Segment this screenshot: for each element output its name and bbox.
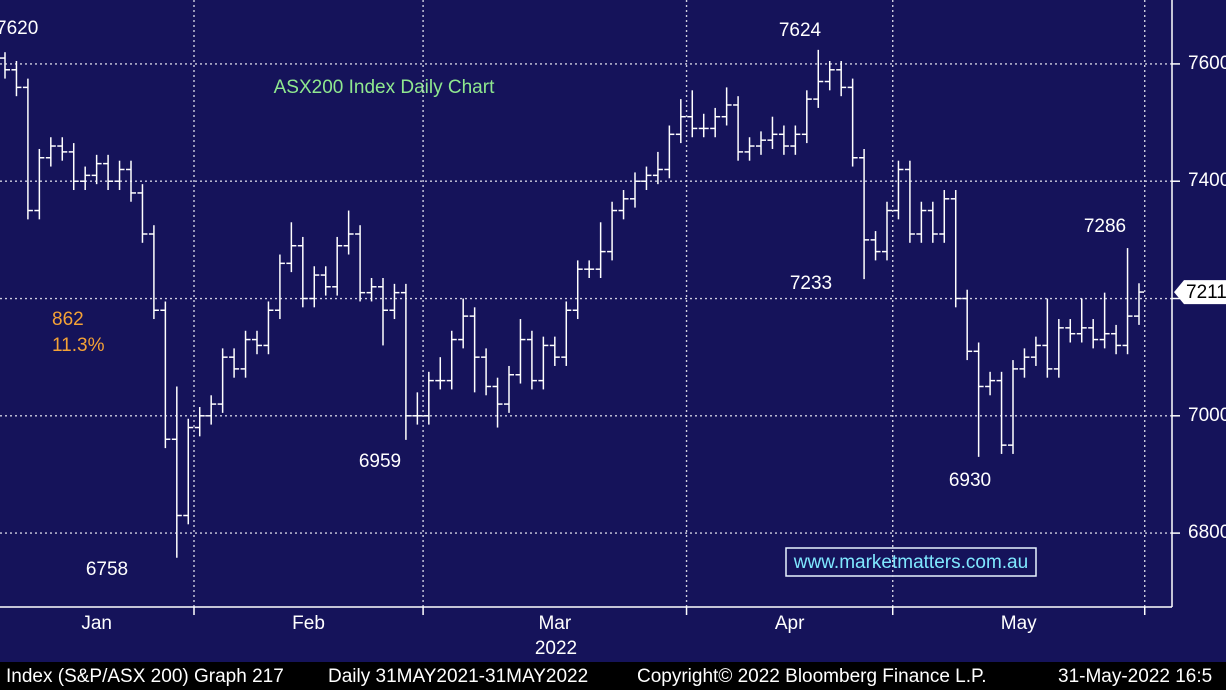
x-tick-label: May <box>1001 613 1037 634</box>
website: www.marketmatters.com.au <box>793 552 1028 573</box>
value-label: 7620 <box>0 18 38 39</box>
x-tick-label: Apr <box>775 613 805 634</box>
x-tick-label: Jan <box>81 613 112 634</box>
last-price-label: 7211 <box>1186 282 1226 303</box>
value-label: 7624 <box>779 20 822 41</box>
footer-text: Copyright© 2022 Bloomberg Finance L.P. <box>637 666 987 687</box>
last-price-tag <box>1174 280 1226 305</box>
annotation-range: 862 <box>52 309 84 330</box>
footer-text: Index (S&P/ASX 200) Graph 217 <box>6 666 284 687</box>
footer-bar <box>0 662 1226 690</box>
x-tick-label: Mar <box>538 613 571 634</box>
annotation-pct: 11.3% <box>52 335 105 356</box>
year-label: 2022 <box>535 638 577 659</box>
x-tick-label: Feb <box>292 613 325 634</box>
y-tick-label: 6800 <box>1188 522 1226 543</box>
chart-title: ASX200 Index Daily Chart <box>274 77 495 98</box>
value-label: 7233 <box>790 273 832 294</box>
y-tick-label: 7400 <box>1188 170 1226 191</box>
footer-text: 31-May-2022 16:5 <box>1058 666 1212 687</box>
y-tick-label: 7600 <box>1188 53 1226 74</box>
value-label: 6930 <box>949 470 991 491</box>
value-label: 6758 <box>86 559 128 580</box>
value-label: 6959 <box>359 451 401 472</box>
footer-text: Daily 31MAY2021-31MAY2022 <box>328 666 588 687</box>
value-label: 7286 <box>1084 216 1126 237</box>
y-tick-label: 7000 <box>1188 405 1226 426</box>
website-box <box>785 547 1037 577</box>
